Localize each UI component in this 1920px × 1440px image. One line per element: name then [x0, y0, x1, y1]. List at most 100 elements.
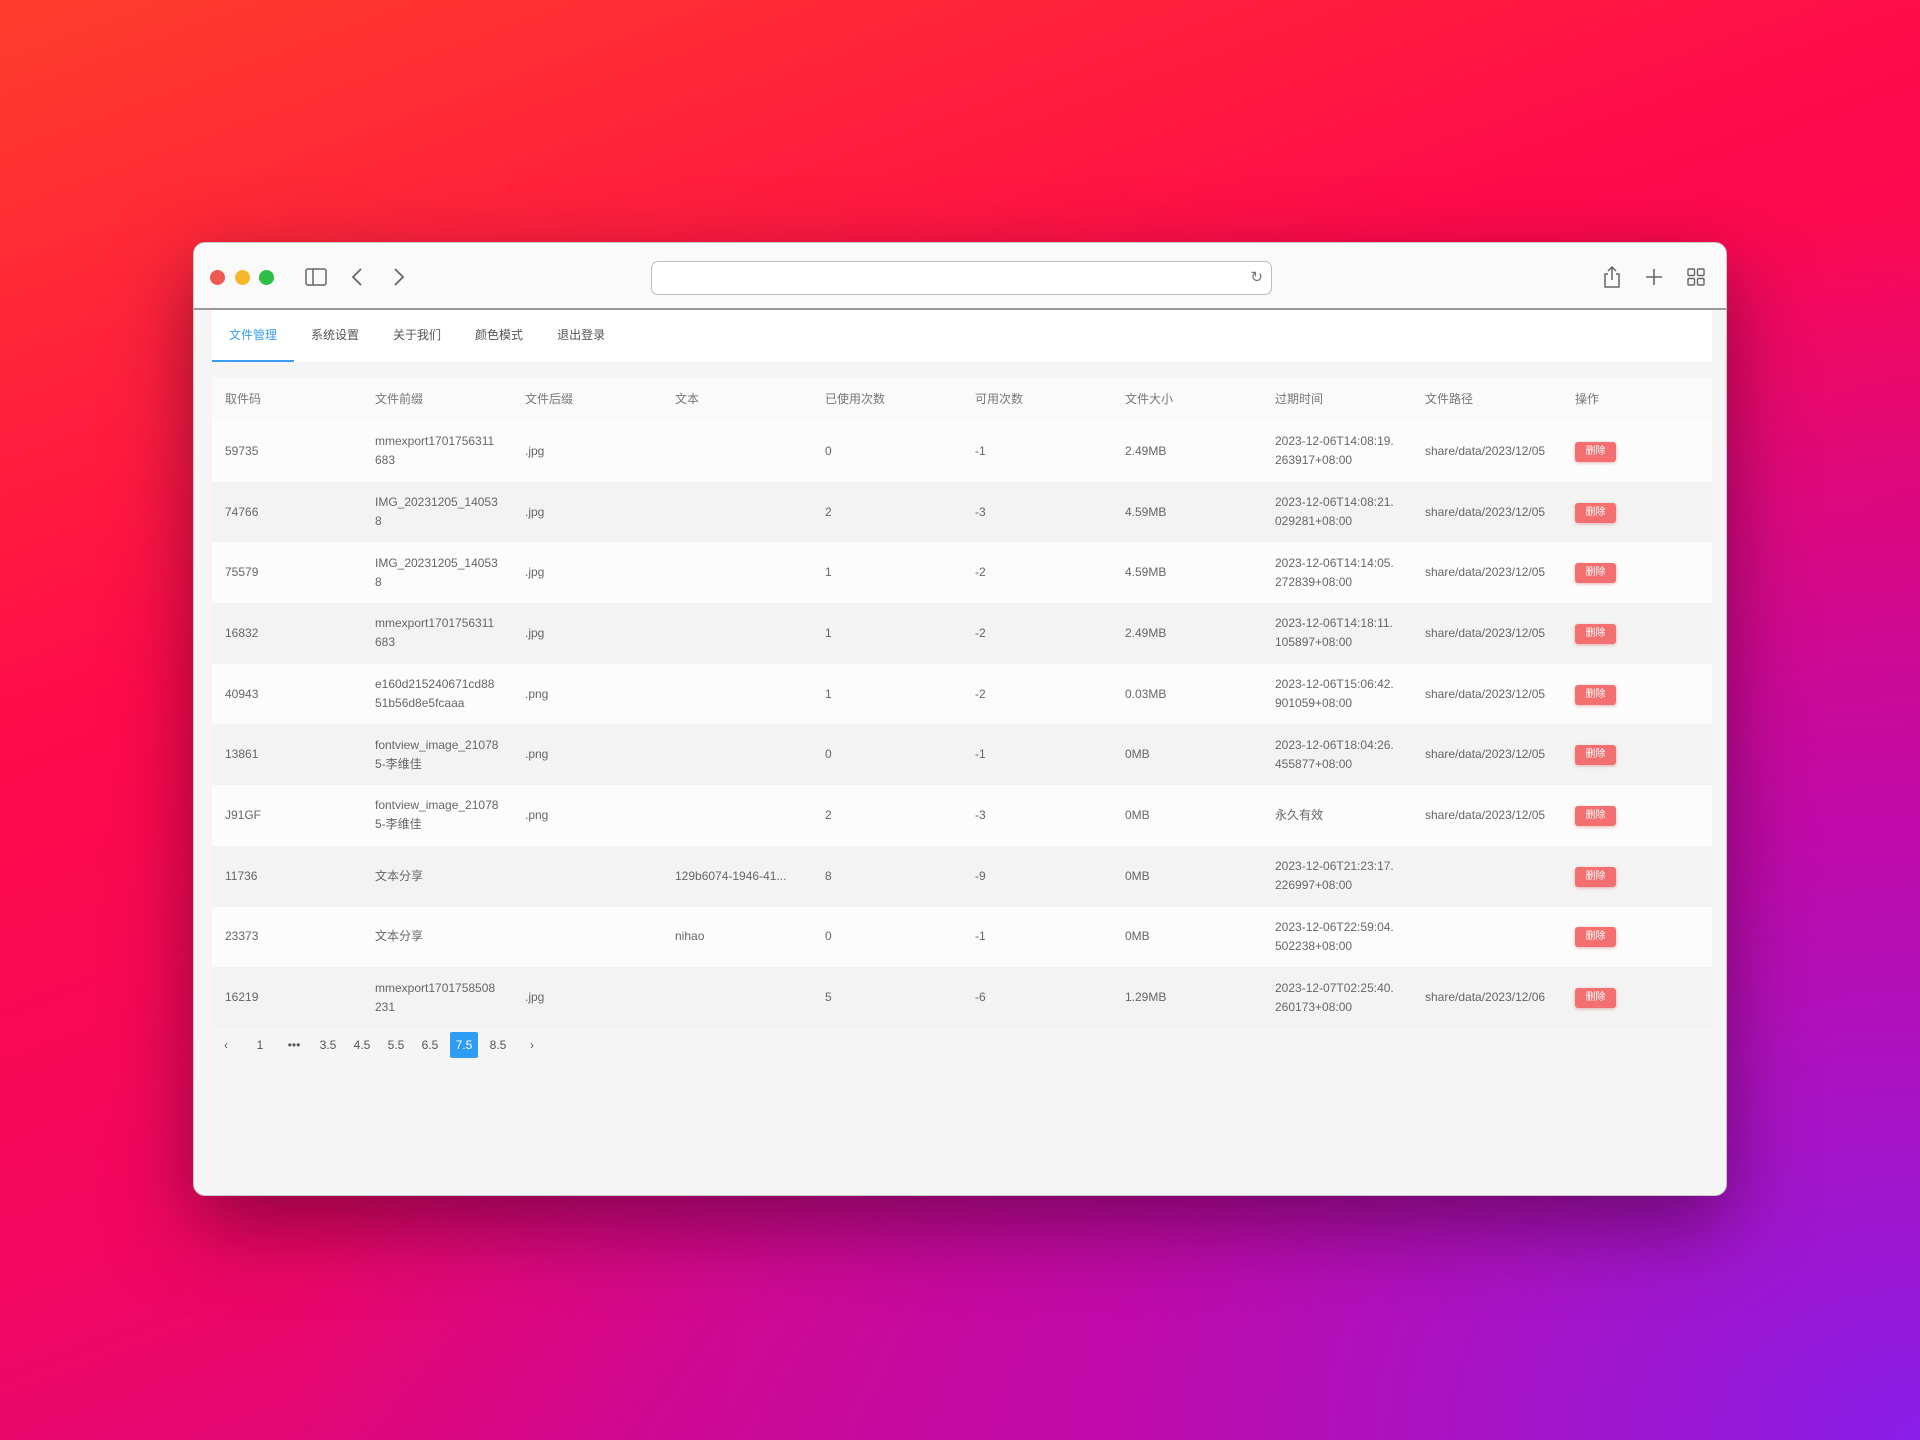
delete-button[interactable]: 删除	[1575, 927, 1616, 948]
next-page-button[interactable]: ›	[530, 1038, 534, 1052]
text-cell	[662, 724, 812, 786]
page-button[interactable]: 3.5	[319, 1038, 337, 1052]
table-row: 59735 mmexport1701756311683 .jpg 0 -1 2.49MB 2…	[212, 421, 1712, 482]
page-button[interactable]: 7.5	[450, 1032, 478, 1058]
pickup-code-cell: 16832	[212, 603, 362, 664]
pickup-code-cell: 16219	[212, 967, 362, 1028]
maximize-window-button[interactable]	[259, 270, 274, 285]
delete-button[interactable]: 删除	[1575, 866, 1616, 887]
file-suffix-cell: .png	[512, 663, 662, 725]
file-suffix-cell	[512, 906, 662, 968]
back-icon[interactable]	[343, 263, 371, 291]
file-prefix-cell: 文本分享	[362, 845, 512, 907]
prev-page-button[interactable]: ‹	[224, 1038, 228, 1052]
actions-cell: 删除	[1562, 663, 1712, 725]
table-row: J91GF fontview_image_210785-李维佳 .png 2 -3 0MB…	[212, 785, 1712, 846]
used-count-cell: 0	[812, 906, 962, 968]
expire-time-cell: 2023-12-06T14:14:05.272839+08:00	[1262, 542, 1412, 604]
file-suffix-cell: .png	[512, 785, 662, 846]
page-ellipsis[interactable]: •••	[287, 1038, 301, 1052]
used-count-cell: 1	[812, 663, 962, 725]
page-button[interactable]: 8.5	[489, 1038, 507, 1052]
delete-button[interactable]: 删除	[1575, 623, 1616, 644]
table-row: 75579 IMG_20231205_140538 .jpg 1 -2 4.59MB 202…	[212, 542, 1712, 604]
expire-time-cell: 永久有效	[1262, 785, 1412, 846]
tab-2[interactable]: 关于我们	[393, 328, 442, 342]
minimize-window-button[interactable]	[235, 270, 250, 285]
tab-0[interactable]: 文件管理	[212, 310, 295, 362]
pickup-code-cell: 40943	[212, 663, 362, 725]
pickup-code-cell: J91GF	[212, 785, 362, 846]
file-table-card: 取件码 文件前缀 文件后缀 文本 已使用次数 可用次数 文件大小 过期时间 文件路径 操作 597…	[212, 377, 1712, 1028]
available-count-cell: -1	[962, 724, 1112, 786]
available-count-cell: -9	[962, 845, 1112, 907]
text-cell	[662, 421, 812, 482]
actions-cell: 删除	[1562, 481, 1712, 543]
file-path-cell	[1412, 906, 1562, 968]
delete-button[interactable]: 删除	[1575, 502, 1616, 523]
page-button[interactable]: 6.5	[421, 1038, 439, 1052]
expire-time-cell: 2023-12-06T21:23:17.226997+08:00	[1262, 845, 1412, 907]
pickup-code-cell: 75579	[212, 542, 362, 604]
page-button[interactable]: 4.5	[353, 1038, 371, 1052]
browser-toolbar: ↻	[194, 243, 1726, 310]
expire-time-cell: 2023-12-06T14:08:19.263917+08:00	[1262, 421, 1412, 482]
delete-button[interactable]: 删除	[1575, 988, 1616, 1009]
file-size-cell: 0MB	[1112, 724, 1262, 786]
file-path-cell: share/data/2023/12/05	[1412, 603, 1562, 664]
pagination: ‹ 1 ••• 3.5 4.5 5.5 6.5 7.5 8.5 ›	[212, 1032, 546, 1058]
file-suffix-cell: .jpg	[512, 967, 662, 1028]
reload-icon[interactable]: ↻	[1250, 269, 1263, 286]
used-count-cell: 0	[812, 421, 962, 482]
used-count-cell: 1	[812, 542, 962, 604]
file-prefix-cell: mmexport1701756311683	[362, 421, 512, 482]
actions-cell: 删除	[1562, 845, 1712, 907]
forward-icon[interactable]	[385, 263, 413, 291]
expire-time-cell: 2023-12-06T15:06:42.901059+08:00	[1262, 663, 1412, 725]
tab-3[interactable]: 颜色模式	[475, 328, 524, 342]
text-cell	[662, 542, 812, 604]
table-row: 13861 fontview_image_210785-李维佳 .png 0 -1 0MB…	[212, 724, 1712, 786]
column-header: 文件路径	[1425, 391, 1474, 406]
actions-cell: 删除	[1562, 785, 1712, 846]
text-cell: nihao	[662, 906, 812, 968]
delete-button[interactable]: 删除	[1575, 745, 1616, 766]
expire-time-cell: 2023-12-06T14:18:11.105897+08:00	[1262, 603, 1412, 664]
delete-button[interactable]: 删除	[1575, 805, 1616, 826]
file-prefix-cell: 文本分享	[362, 906, 512, 968]
file-size-cell: 2.49MB	[1112, 603, 1262, 664]
pickup-code-cell: 59735	[212, 421, 362, 482]
sidebar-toggle-icon[interactable]	[302, 263, 330, 291]
column-header: 文件前缀	[375, 391, 424, 406]
file-prefix-cell: e160d215240671cd8851b56d8e5fcaaa	[362, 663, 512, 725]
close-window-button[interactable]	[210, 270, 225, 285]
text-cell	[662, 481, 812, 543]
column-header: 已使用次数	[825, 391, 886, 406]
browser-window: ↻ 文件管理 系统设置 关于我们 颜色模式 退出登录 取件码 文件前缀 文件后缀 文本 已使用次…	[193, 242, 1727, 1196]
page-button[interactable]: 5.5	[387, 1038, 405, 1052]
column-header: 文件后缀	[525, 391, 574, 406]
tab-4[interactable]: 退出登录	[557, 328, 606, 342]
tab-overview-icon[interactable]	[1682, 263, 1710, 291]
column-header: 操作	[1575, 391, 1600, 406]
tab-1[interactable]: 系统设置	[311, 328, 360, 342]
expire-time-cell: 2023-12-06T22:59:04.502238+08:00	[1262, 906, 1412, 968]
table-row: 16832 mmexport1701756311683 .jpg 1 -2 2.49MB 2…	[212, 603, 1712, 664]
page-button[interactable]: 1	[256, 1038, 264, 1052]
delete-button[interactable]: 删除	[1575, 684, 1616, 705]
file-size-cell: 1.29MB	[1112, 967, 1262, 1028]
file-table: 取件码 文件前缀 文件后缀 文本 已使用次数 可用次数 文件大小 过期时间 文件路径 操作 597…	[212, 377, 1712, 1028]
actions-cell: 删除	[1562, 906, 1712, 968]
actions-cell: 删除	[1562, 967, 1712, 1028]
share-icon[interactable]	[1598, 263, 1626, 291]
text-cell	[662, 785, 812, 846]
address-bar[interactable]: ↻	[651, 261, 1272, 295]
page-content: 文件管理 系统设置 关于我们 颜色模式 退出登录 取件码 文件前缀 文件后缀 文本 已使用次数 可…	[194, 310, 1726, 1195]
delete-button[interactable]: 删除	[1575, 563, 1616, 584]
delete-button[interactable]: 删除	[1575, 441, 1616, 462]
new-tab-icon[interactable]	[1640, 263, 1668, 291]
pickup-code-cell: 11736	[212, 845, 362, 907]
file-suffix-cell: .jpg	[512, 542, 662, 604]
available-count-cell: -1	[962, 421, 1112, 482]
file-suffix-cell: .jpg	[512, 421, 662, 482]
